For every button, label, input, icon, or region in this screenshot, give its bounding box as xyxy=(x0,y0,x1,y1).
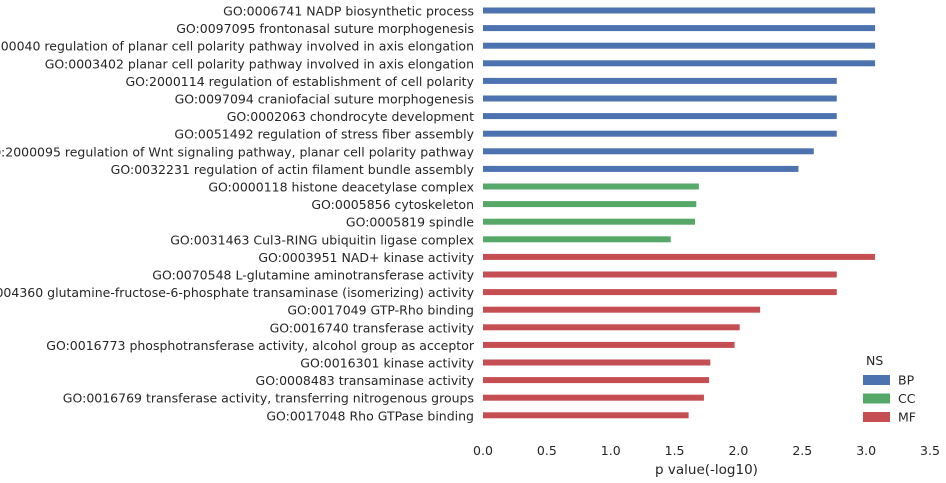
x-tick-label-6: 3.0 xyxy=(856,443,876,458)
category-label-17: GO:0017049 GTP-Rho binding xyxy=(287,303,474,318)
bar-mf-23 xyxy=(483,412,689,419)
bar-mf-17 xyxy=(483,306,761,313)
x-tick-label-7: 3.5 xyxy=(920,443,940,458)
category-label-18: GO:0016740 transferase activity xyxy=(270,320,475,335)
category-label-12: GO:0005819 spindle xyxy=(346,215,474,230)
bar-bp-3 xyxy=(483,60,876,67)
category-label-19: GO:0016773 phosphotransferase activity, … xyxy=(46,338,475,353)
bar-bp-6 xyxy=(483,113,837,120)
bar-mf-21 xyxy=(483,377,710,384)
x-tick-label-5: 2.5 xyxy=(792,443,812,458)
bar-mf-20 xyxy=(483,359,711,366)
category-label-21: GO:0008483 transaminase activity xyxy=(256,373,475,388)
category-labels-group: GO:0006741 NADP biosynthetic process GO:0… xyxy=(0,4,475,424)
category-label-14: GO:0003951 NAD+ kinase activity xyxy=(258,250,474,265)
bar-cc-11 xyxy=(483,201,697,208)
category-label-1: GO:0097095 frontonasal suture morphogene… xyxy=(176,21,474,36)
legend-swatch-mf xyxy=(863,412,890,422)
category-label-13: GO:0031463 Cul3-RING ubiquitin ligase co… xyxy=(170,232,474,247)
legend: NS BP CC MF xyxy=(863,353,916,425)
x-tick-label-1: 0.5 xyxy=(537,443,557,458)
x-axis-ticks-group: 0.0 0.5 1.0 1.5 2.0 2.5 3.0 3.5 xyxy=(473,443,940,458)
category-label-22: GO:0016769 transferase activity, transfe… xyxy=(63,391,474,406)
x-tick-label-0: 0.0 xyxy=(473,443,493,458)
category-label-4: GO:2000114 regulation of establishment o… xyxy=(125,74,474,89)
legend-label-mf: MF xyxy=(898,410,916,425)
bar-mf-14 xyxy=(483,253,876,260)
bar-bp-8 xyxy=(483,148,814,155)
category-label-2: GO:2000040 regulation of planar cell pol… xyxy=(0,39,474,54)
x-axis-title: p value(-log10) xyxy=(655,462,758,478)
legend-swatch-cc xyxy=(863,393,890,404)
bar-bp-1 xyxy=(483,25,876,32)
bar-bp-5 xyxy=(483,95,837,102)
category-label-10: GO:0000118 histone deacetylase complex xyxy=(208,180,474,195)
bar-cc-10 xyxy=(483,183,699,190)
bar-cc-13 xyxy=(483,236,671,243)
category-label-15: GO:0070548 L-glutamine aminotransferase … xyxy=(152,268,474,283)
category-label-11: GO:0005856 cytoskeleton xyxy=(311,197,474,212)
legend-label-cc: CC xyxy=(898,391,916,406)
x-tick-label-2: 1.0 xyxy=(601,443,621,458)
bar-bp-4 xyxy=(483,77,837,84)
bar-bp-2 xyxy=(483,42,876,49)
bar-mf-19 xyxy=(483,341,735,348)
bar-mf-16 xyxy=(483,289,837,296)
category-label-7: GO:0051492 regulation of stress fiber as… xyxy=(174,127,474,142)
legend-swatch-bp xyxy=(863,375,890,385)
bar-mf-22 xyxy=(483,394,704,401)
category-label-23: GO:0017048 Rho GTPase binding xyxy=(266,408,474,423)
category-label-9: GO:0032231 regulation of actin filament … xyxy=(111,162,475,177)
category-label-6: GO:0002063 chondrocyte development xyxy=(227,109,474,124)
category-label-0: GO:0006741 NADP biosynthetic process xyxy=(223,4,474,19)
category-label-3: GO:0003402 planar cell polarity pathway … xyxy=(45,56,474,71)
legend-label-bp: BP xyxy=(898,373,915,388)
x-tick-label-4: 2.0 xyxy=(728,443,748,458)
category-label-8: GO:2000095 regulation of Wnt signaling p… xyxy=(0,144,475,159)
bar-cc-12 xyxy=(483,218,696,225)
category-label-16: GO:0004360 glutamine-fructose-6-phosphat… xyxy=(0,285,475,300)
bar-bp-0 xyxy=(483,7,876,14)
category-label-20: GO:0016301 kinase activity xyxy=(300,356,474,371)
bar-mf-15 xyxy=(483,271,837,278)
category-label-5: GO:0097094 craniofacial suture morphogen… xyxy=(175,92,474,107)
bar-mf-18 xyxy=(483,324,740,331)
x-tick-label-3: 1.5 xyxy=(665,443,685,458)
legend-title: NS xyxy=(866,353,883,368)
bars-group xyxy=(483,7,876,419)
bar-bp-9 xyxy=(483,165,799,172)
bar-bp-7 xyxy=(483,130,837,137)
